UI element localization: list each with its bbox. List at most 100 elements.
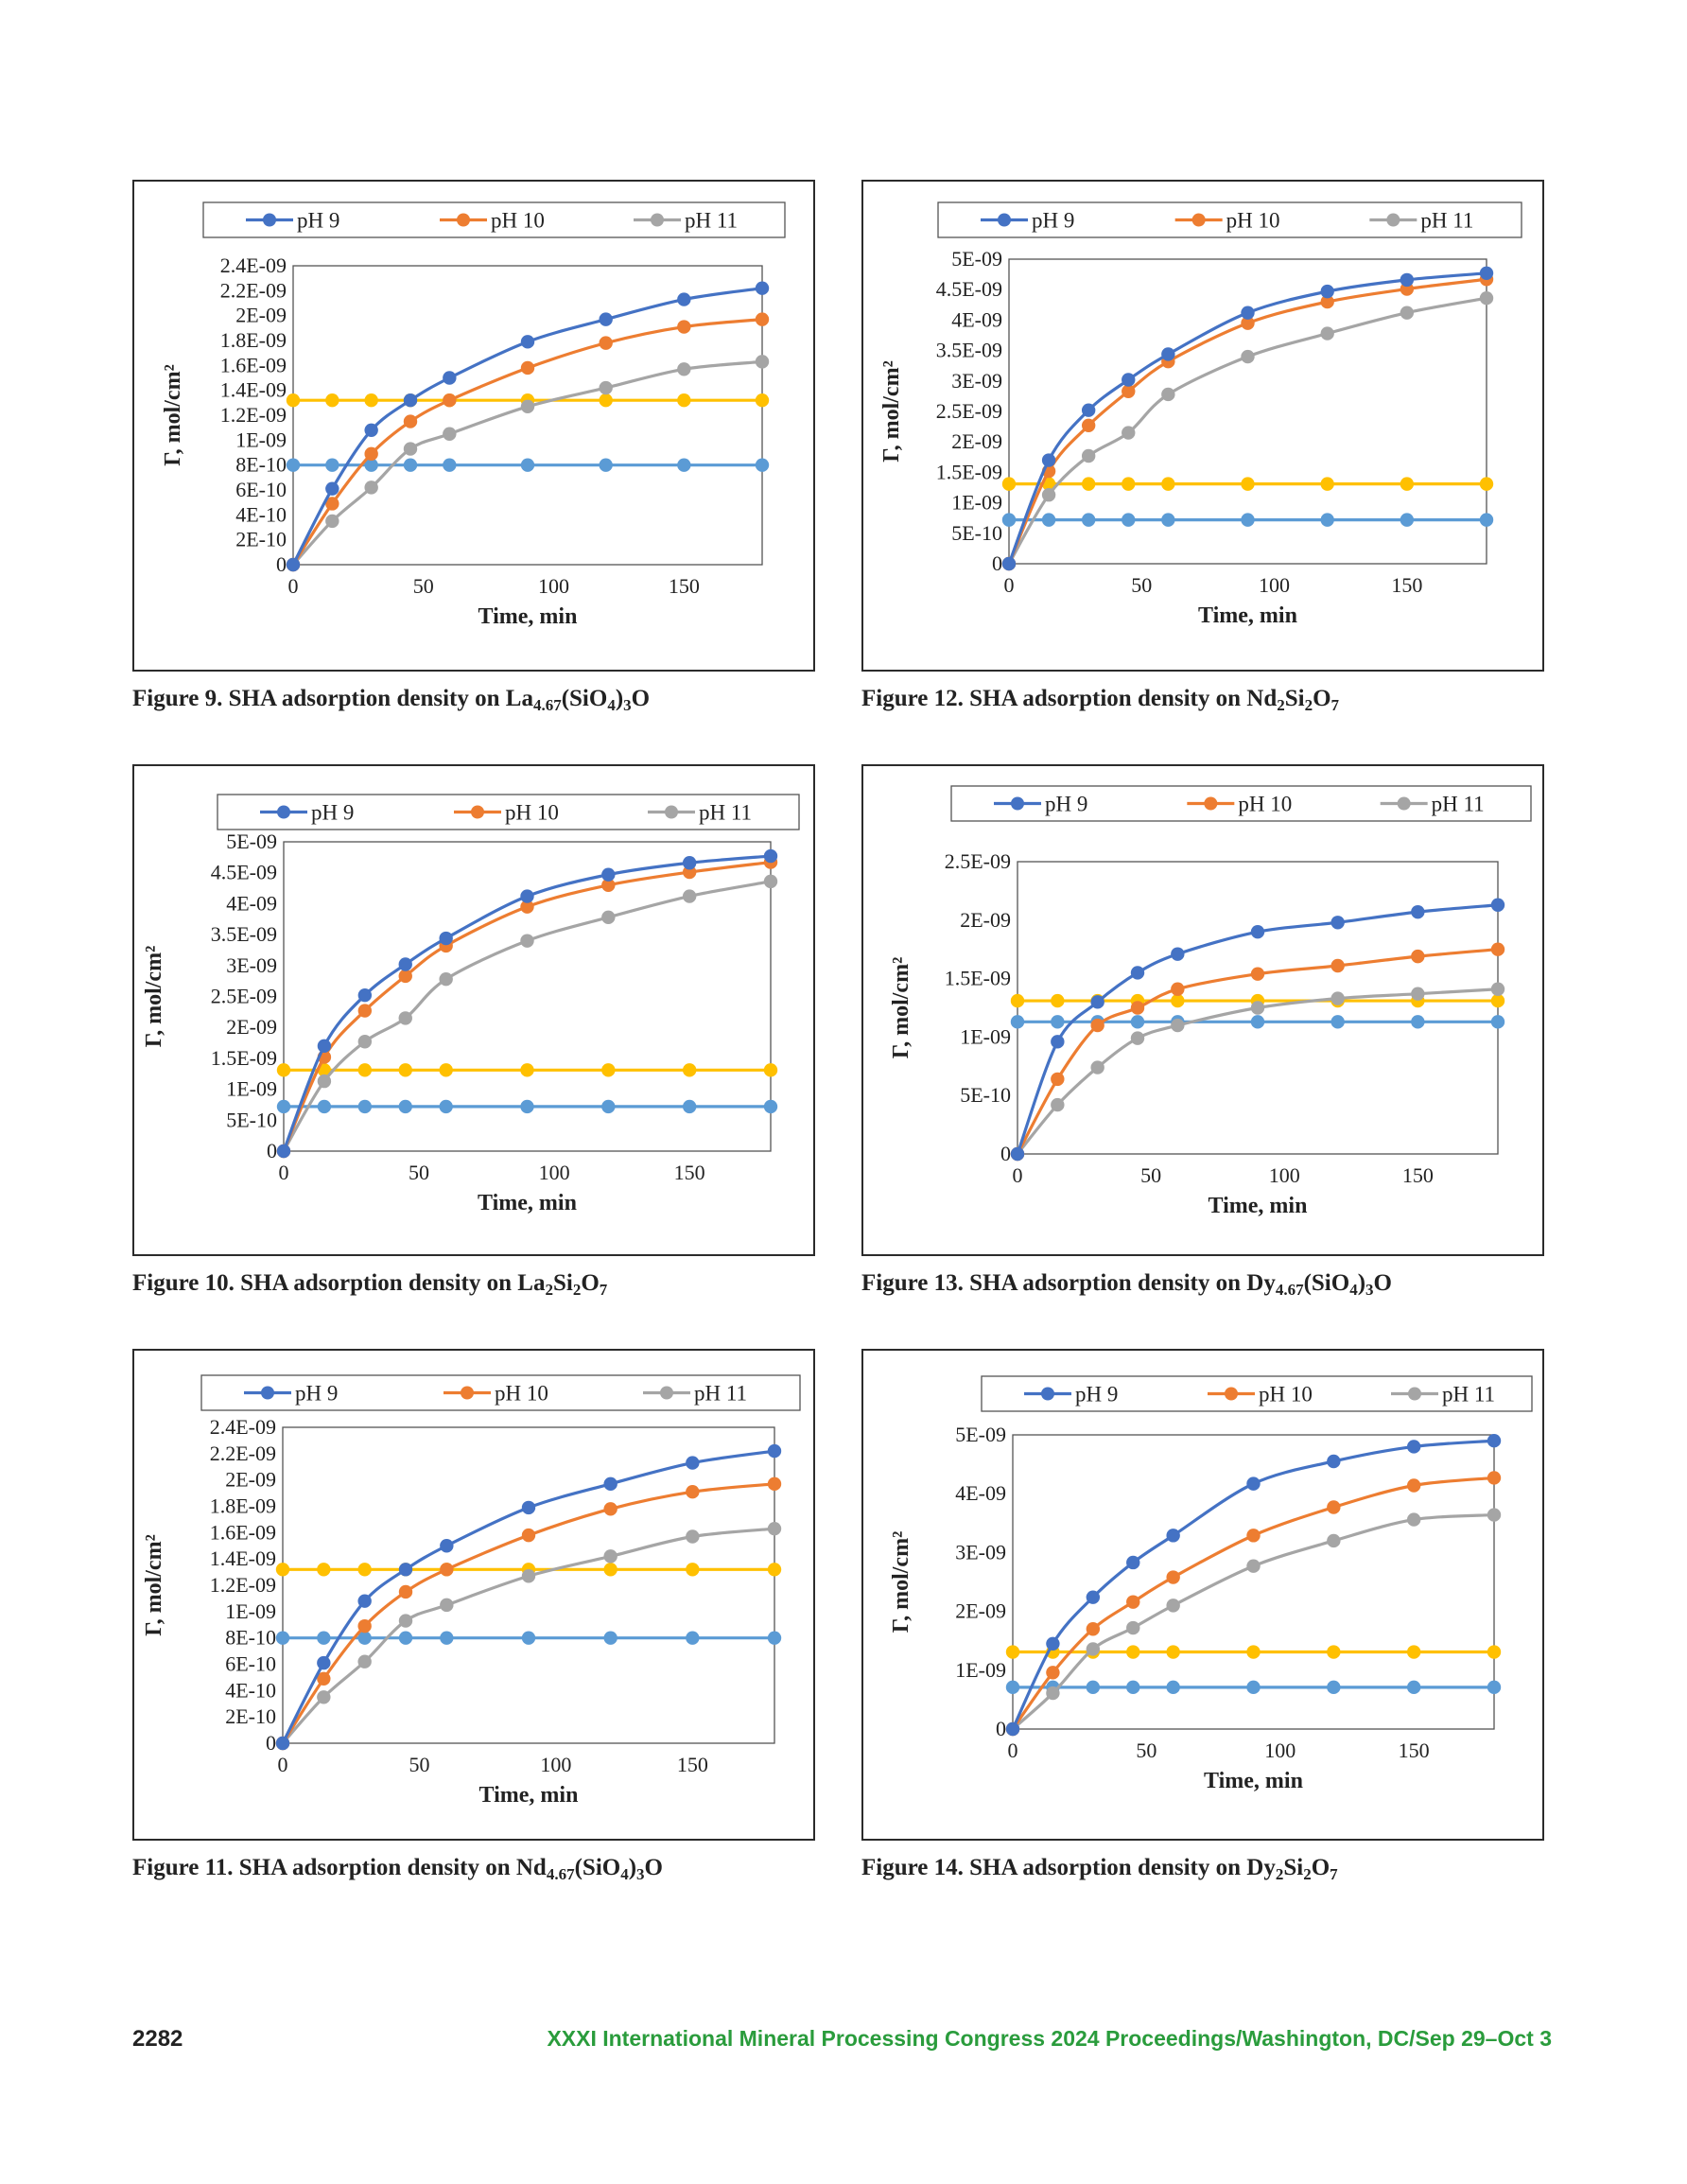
caption-formula-part: Nd xyxy=(1246,686,1278,711)
data-point xyxy=(1487,1508,1502,1522)
data-point xyxy=(767,1563,782,1577)
data-point xyxy=(398,1099,412,1114)
data-point xyxy=(398,1584,413,1599)
data-point xyxy=(1001,513,1017,527)
legend-label: pH 10 xyxy=(1238,793,1292,816)
x-axis-title: Time, min xyxy=(1209,1194,1308,1218)
series-line xyxy=(281,1482,775,1744)
y-tick-label: 3E-09 xyxy=(955,1540,1006,1564)
data-point xyxy=(601,867,616,882)
data-point xyxy=(599,393,613,408)
y-axis: 0 5E-10 1E-09 1.5E-09 2E-09 2.5E-09 xyxy=(945,849,1011,1165)
legend-label: pH 10 xyxy=(1226,209,1280,233)
data-point xyxy=(1130,1015,1145,1029)
chart-svg-fig12: pH 9 pH 10 pH 11 0 5E-10 1E-09 1.5E-09 2E-09 2.5… xyxy=(879,201,1522,628)
data-point xyxy=(682,856,697,870)
x-tick-label: 150 xyxy=(1391,573,1422,597)
data-point xyxy=(767,1521,782,1536)
caption-text: Figure 12. SHA adsorption density on xyxy=(861,686,1247,711)
legend-marker xyxy=(277,805,290,819)
caption-formula-part: La xyxy=(517,1270,546,1296)
x-tick-label: 50 xyxy=(1140,1163,1161,1187)
data-point xyxy=(1411,904,1425,919)
plot-area xyxy=(1012,1434,1495,1730)
data-point xyxy=(1046,1686,1060,1701)
data-point xyxy=(677,292,691,306)
data-point xyxy=(439,1099,453,1114)
data-point xyxy=(364,480,378,495)
data-point xyxy=(275,1563,290,1577)
caption-formula-part: O xyxy=(631,686,651,711)
data-point xyxy=(403,414,418,428)
data-point xyxy=(1086,1642,1101,1656)
caption-formula-part: 4 xyxy=(607,696,616,714)
data-point xyxy=(364,393,378,408)
legend-label: pH 11 xyxy=(1420,209,1473,233)
data-point xyxy=(1411,1015,1425,1029)
y-tick-label: 2E-09 xyxy=(955,1599,1006,1623)
legend-marker xyxy=(263,213,276,227)
data-point xyxy=(1320,326,1334,341)
y-tick-label: 0 xyxy=(267,1139,277,1162)
legend: pH 9 pH 10 pH 11 xyxy=(217,794,800,830)
caption-formula-part: 4.67 xyxy=(532,696,562,714)
data-point xyxy=(1130,1001,1145,1015)
data-point xyxy=(1090,995,1104,1009)
series-line xyxy=(1011,1439,1495,1730)
data-point xyxy=(1327,1645,1341,1659)
y-tick-label: 1.2E-09 xyxy=(220,403,287,427)
data-point xyxy=(767,1443,782,1459)
x-axis: 0 50 100 150 xyxy=(1008,1738,1430,1762)
series-ph-9 xyxy=(1010,898,1505,1162)
y-tick-label: 1.4E-09 xyxy=(220,378,287,402)
y-tick-label: 0 xyxy=(266,1731,276,1755)
caption-formula-part: ) xyxy=(615,686,624,711)
data-point xyxy=(1122,513,1136,527)
y-tick-label: 4E-09 xyxy=(955,1481,1006,1505)
data-point xyxy=(443,427,457,441)
caption-formula-part: ) xyxy=(1357,1270,1366,1296)
data-point xyxy=(603,1631,617,1645)
data-point xyxy=(1086,1590,1101,1604)
y-tick-label: 3E-09 xyxy=(951,369,1002,393)
legend-marker xyxy=(1191,213,1206,227)
data-point xyxy=(317,1671,331,1686)
data-point xyxy=(1001,477,1017,491)
data-point xyxy=(317,1631,331,1645)
data-point xyxy=(1327,1533,1341,1548)
x-tick-label: 100 xyxy=(1269,1163,1300,1187)
data-point xyxy=(1005,1680,1020,1695)
y-tick-label: 5E-09 xyxy=(955,1423,1006,1446)
data-point xyxy=(599,458,613,472)
y-axis: 0 5E-10 1E-09 1.5E-09 2E-09 2.5E-09 3E-09 3.5E-… xyxy=(936,247,1002,575)
x-tick-label: 150 xyxy=(669,574,700,598)
data-point xyxy=(1246,1645,1261,1659)
data-point xyxy=(440,1563,454,1577)
data-point xyxy=(325,497,339,511)
data-point xyxy=(1161,477,1175,491)
data-point xyxy=(1171,982,1185,996)
data-point xyxy=(1081,418,1096,433)
data-point xyxy=(1126,1620,1140,1635)
chart-frame-fig12: pH 9 pH 10 pH 11 0 5E-10 1E-09 1.5E-09 2E-09 2.5… xyxy=(861,180,1544,672)
data-point xyxy=(325,393,339,408)
y-tick-label: 1.5E-09 xyxy=(211,1046,277,1070)
caption-formula-part: 2 xyxy=(1303,1865,1312,1883)
caption-formula-part: O xyxy=(1313,686,1331,711)
y-axis-title: Γ, mol/cm² xyxy=(879,360,904,463)
data-point xyxy=(1406,1478,1421,1493)
data-point xyxy=(275,1631,290,1645)
data-point xyxy=(1010,1015,1025,1029)
legend-label: pH 10 xyxy=(491,209,545,233)
caption-formula-part: O xyxy=(581,1270,600,1296)
data-point xyxy=(357,1618,372,1634)
data-point xyxy=(1081,403,1096,417)
caption-formula-part: 2 xyxy=(1275,1865,1284,1883)
data-point xyxy=(275,1736,290,1751)
data-point xyxy=(1479,477,1494,491)
y-tick-label: 2E-10 xyxy=(225,1704,276,1728)
data-point xyxy=(755,312,770,326)
data-point xyxy=(357,1594,372,1608)
y-axis: 0 1E-09 2E-09 3E-09 4E-09 5E-09 xyxy=(955,1423,1006,1740)
data-point xyxy=(1487,1645,1502,1659)
